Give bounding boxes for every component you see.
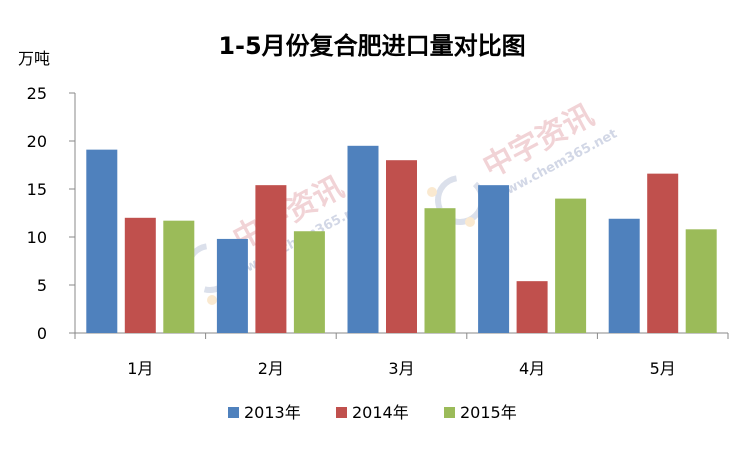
bar-2013年-2月 — [216, 238, 248, 333]
x-category-label: 5月 — [650, 359, 676, 378]
bar-2014年-1月 — [124, 217, 156, 333]
bar-2015年-4月 — [555, 198, 587, 333]
legend-swatch — [336, 407, 347, 418]
bar-2013年-4月 — [478, 185, 510, 333]
x-category-label: 1月 — [127, 359, 153, 378]
x-category-label: 3月 — [388, 359, 414, 378]
bar-2015年-1月 — [163, 220, 195, 333]
legend-label: 2014年 — [352, 403, 409, 422]
plot-area: 0 5 10 15 20 25 1月 2月 3月 4月 5月 — [27, 84, 729, 378]
bar-2013年-3月 — [347, 145, 379, 333]
bar-2015年-3月 — [424, 208, 456, 333]
y-tick-label: 5 — [37, 276, 47, 295]
bar-2013年-5月 — [608, 218, 640, 333]
legend-label: 2015年 — [460, 403, 517, 422]
legend-swatch — [228, 407, 239, 418]
bar-2015年-5月 — [685, 229, 717, 333]
y-axis-unit-label: 万吨 — [18, 49, 50, 68]
y-tick-label: 25 — [27, 84, 47, 103]
bar-2015年-2月 — [293, 231, 325, 333]
x-category-label: 4月 — [519, 359, 545, 378]
x-category-label: 2月 — [258, 359, 284, 378]
bar-2014年-3月 — [386, 160, 417, 333]
legend-swatch — [444, 407, 455, 418]
bar-2014年-4月 — [516, 281, 548, 333]
y-tick-label: 15 — [27, 180, 47, 199]
bar-2014年-2月 — [255, 185, 287, 333]
y-tick-label: 0 — [37, 324, 47, 343]
bar-2013年-1月 — [86, 149, 118, 333]
y-tick-label: 20 — [27, 132, 47, 151]
legend-label: 2013年 — [244, 403, 301, 422]
legend: 2013年 2014年 2015年 — [228, 403, 517, 422]
chart-title: 1-5月份复合肥进口量对比图 — [218, 32, 525, 60]
bar-2014年-5月 — [647, 173, 679, 333]
y-tick-label: 10 — [27, 228, 47, 247]
